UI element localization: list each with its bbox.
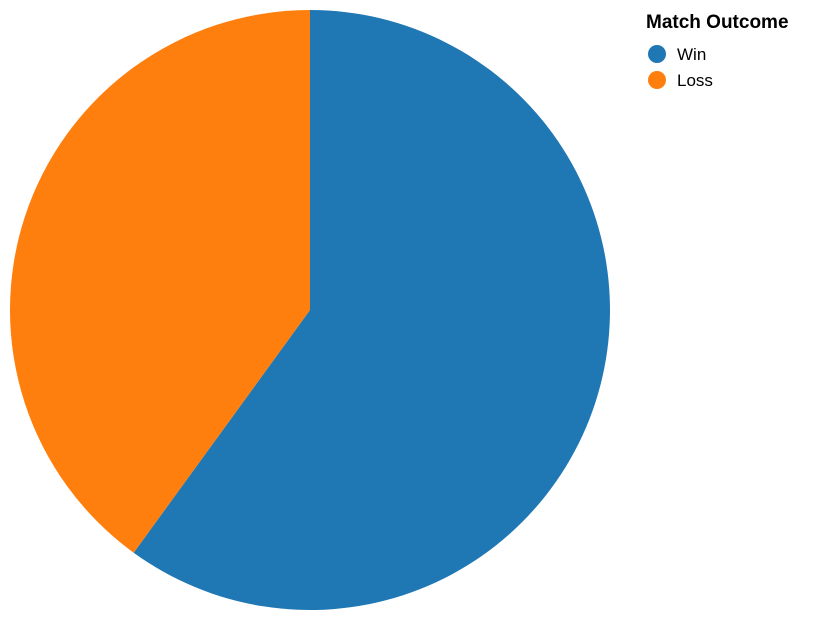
pie-slices — [9, 9, 610, 610]
legend-label-loss: Loss — [677, 71, 713, 90]
legend-items: Win Loss — [648, 45, 713, 90]
legend-label-win: Win — [677, 45, 706, 64]
pie-slice-win — [133, 10, 610, 610]
legend: Match Outcome Win Loss — [646, 12, 789, 90]
pie-slice-loss — [9, 9, 310, 553]
legend-swatch-loss — [648, 71, 666, 89]
legend-swatch-win — [648, 45, 666, 63]
legend-title: Match Outcome — [646, 12, 789, 33]
legend-item-win: Win — [648, 45, 706, 64]
legend-item-loss: Loss — [648, 71, 713, 90]
